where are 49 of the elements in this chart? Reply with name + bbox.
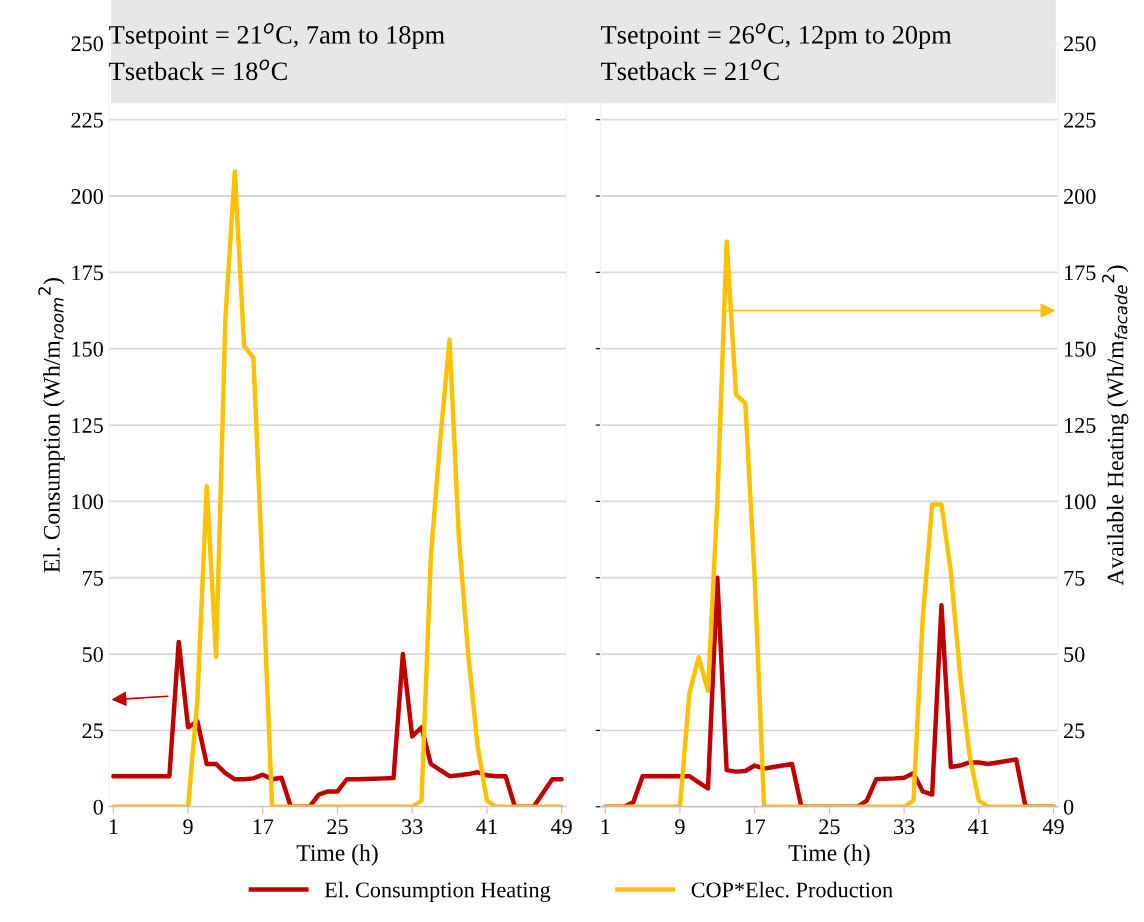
y2-tick-label: 225 [1064,112,1096,128]
y2-tick-label: 100 [1065,494,1096,510]
y2-tick-label: 200 [1064,188,1096,204]
y2-tick-label: 25 [1064,723,1085,739]
y-tick-label: 25 [82,723,103,739]
x-tick-label: 17 [253,819,274,834]
x-tick-label: 1 [109,819,118,834]
y-tick-label: 125 [72,418,103,433]
x-tick-label: 9 [183,819,193,835]
x-tick-label: 33 [402,819,423,835]
annotation: Tsetpoint = 26$^{o}$C, 12pm to 20pm [601,23,952,50]
y-tick-label: 100 [72,494,103,510]
y2-tick-label: 50 [1064,647,1085,662]
y-tick-label: 50 [82,647,103,662]
y2-tick-label: 175 [1065,265,1096,281]
annotation: Tsetback = 21$^{o}$C [601,59,779,81]
y-tick-label: 150 [72,341,103,357]
legend-label: COP*Elec. Production [691,881,893,898]
x-tick-label: 25 [327,819,348,835]
x-axis-title: Time (h) [296,844,378,866]
y-tick-label: 75 [83,570,103,586]
y2-axis-title: Available Heating (Wh/m$_{facade}$$^{2}$) [1101,265,1129,586]
y-axis-title: El. Consumption (Wh/m$_{room}$$^{2}$) [38,278,65,573]
y-tick-label: 250 [71,36,103,52]
x-tick-label: 41 [968,819,989,834]
x-tick-label: 49 [550,819,572,835]
line-series [111,169,564,807]
y-tick-label: 200 [71,188,103,204]
y2-tick-label: 250 [1064,36,1096,52]
x-tick-label: 49 [1042,819,1064,835]
y-tick-label: 175 [72,265,103,281]
x-tick-label: 1 [601,819,610,834]
x-tick-label: 25 [819,819,840,835]
y2-tick-label: 75 [1064,570,1085,586]
x-tick-label: 9 [675,819,685,835]
y2-tick-label: 125 [1065,418,1096,433]
x-tick-label: 41 [476,819,497,834]
annotation: Tsetpoint = 21$^{o}$C, 7am to 18pm [109,23,445,50]
x-tick-label: 17 [745,819,766,834]
x-axis-title: Time (h) [788,844,870,866]
annotation: Tsetback = 18$^{o}$C [109,59,287,81]
x-tick-label: 33 [894,819,915,835]
y-tick-label: 225 [71,112,103,128]
y-tick-label: 0 [93,799,103,815]
legend-label: El. Consumption Heating [324,881,551,902]
line-series [111,639,564,807]
line-series [603,239,1056,807]
y2-tick-label: 0 [1063,799,1074,815]
y2-tick-label: 150 [1065,341,1096,357]
